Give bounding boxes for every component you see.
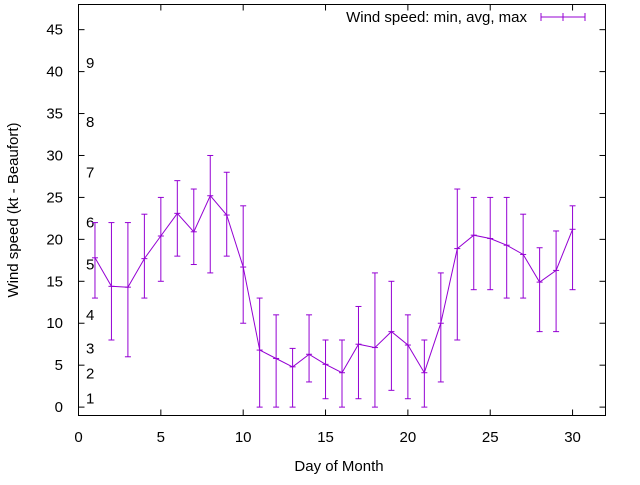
error-bar [487, 196, 494, 291]
error-bar [437, 272, 444, 383]
error-bar [256, 297, 263, 408]
y-tick-label: 40 [46, 64, 63, 81]
error-bar [91, 222, 98, 299]
error-bar [355, 305, 362, 400]
error-bar [520, 213, 527, 299]
error-bar [536, 247, 543, 333]
x-tick-label: 25 [482, 429, 499, 446]
y-tick-label: 15 [46, 273, 63, 290]
error-bar [207, 154, 214, 274]
y-tick-label: 25 [46, 189, 63, 206]
beaufort-label: 5 [86, 257, 94, 274]
y-tick-label: 20 [46, 231, 63, 248]
beaufort-label: 1 [86, 391, 94, 408]
error-bar [157, 196, 164, 282]
error-bar [289, 347, 296, 408]
error-bar [322, 339, 329, 400]
legend-label: Wind speed: min, avg, max [346, 9, 527, 26]
y-axis-label: Wind speed (kt - Beaufort) [5, 122, 22, 297]
error-bar [306, 314, 313, 383]
x-tick-label: 0 [74, 429, 82, 446]
y-tick-label: 5 [55, 357, 63, 374]
error-bar [124, 222, 131, 358]
y-tick-label: 35 [46, 106, 63, 123]
beaufort-label: 9 [86, 55, 94, 72]
error-bar [503, 196, 510, 299]
x-tick-label: 5 [157, 429, 165, 446]
y-tick-label: 0 [55, 399, 63, 416]
error-bar [240, 205, 247, 324]
error-bar [141, 213, 148, 299]
error-bar [454, 188, 461, 341]
x-tick-label: 15 [317, 429, 334, 446]
y-tick-label: 45 [46, 22, 63, 39]
error-bar [223, 171, 230, 257]
x-axis-label: Day of Month [294, 458, 383, 475]
legend: Wind speed: min, avg, max [346, 9, 586, 26]
x-tick-label: 20 [400, 429, 417, 446]
beaufort-label: 6 [86, 215, 94, 232]
error-bar [421, 339, 428, 408]
error-bar [404, 314, 411, 400]
y-tick-label: 10 [46, 315, 63, 332]
x-tick-label: 10 [235, 429, 252, 446]
y-tick-label: 30 [46, 147, 63, 164]
error-bar [174, 180, 181, 257]
error-bar [470, 196, 477, 291]
beaufort-label: 4 [86, 307, 94, 324]
beaufort-label: 8 [86, 114, 94, 131]
x-tick-label: 30 [564, 429, 581, 446]
error-bar [190, 188, 197, 266]
plot-frame [78, 4, 606, 416]
error-bar [273, 314, 280, 408]
beaufort-label: 7 [86, 164, 94, 181]
series-line [94, 194, 574, 374]
error-bar [108, 222, 115, 341]
error-bar [569, 205, 576, 291]
beaufort-label: 3 [86, 340, 94, 357]
error-bar [339, 339, 345, 408]
error-bar [553, 230, 560, 333]
error-bar [388, 280, 395, 391]
error-bar [371, 272, 378, 408]
beaufort-label: 2 [86, 366, 94, 383]
